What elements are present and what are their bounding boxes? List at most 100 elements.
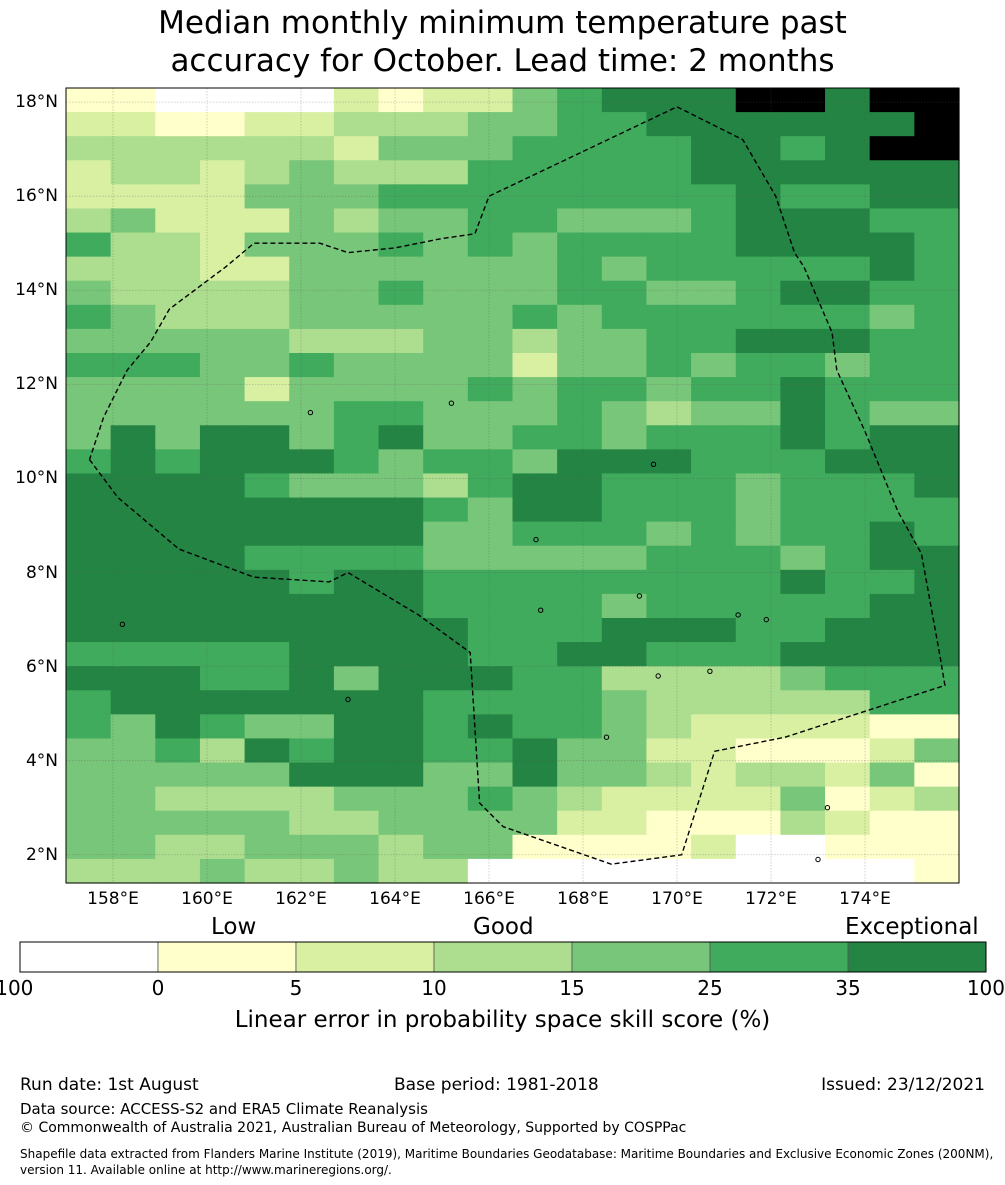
skill-cell [914,593,960,619]
latitude-label: 4°N [25,750,58,771]
skill-cell [333,328,380,354]
skill-cell [601,714,648,740]
skill-cell [289,401,335,426]
skill-cell [289,304,335,330]
colorbar-frame [19,941,987,973]
skill-cell [66,353,112,378]
skill-cell [825,449,871,475]
colorbar-segment [157,941,297,973]
skill-cell [155,762,201,788]
skill-cell [825,810,871,836]
skill-cell [423,593,469,619]
skill-cell [110,834,156,860]
island-outline [650,461,657,467]
skill-cell [378,256,424,282]
skill-cell [423,256,469,282]
skill-cell [691,618,737,643]
skill-cell [289,738,335,764]
skill-cell [199,834,246,860]
skill-cell [512,449,558,475]
skill-cell [378,521,424,547]
skill-cell [110,208,156,234]
skill-cell [333,497,380,523]
skill-cell [378,449,424,475]
skill-cell [646,714,692,740]
skill-cell [914,786,960,812]
skill-cell [155,88,201,113]
skill-cell [914,618,960,643]
skill-cell [512,328,558,354]
longitude-label: 160°E [181,889,233,909]
title-line-1: Median monthly minimum temperature past [158,5,847,41]
skill-cell [914,714,960,740]
skill-cell [199,353,246,378]
skill-cell [646,690,692,715]
skill-cell [691,353,737,378]
skill-cell [155,642,201,667]
skill-cell [244,425,290,450]
skill-cell [691,834,737,860]
skill-cell [467,497,514,523]
skill-cell [691,449,737,475]
skill-cell [691,232,737,258]
skill-cell [155,112,201,137]
skill-cell [780,738,826,764]
skill-cell [512,786,558,812]
latitude-label: 16°N [15,186,58,207]
skill-cell [378,136,424,161]
skill-cell [646,88,692,113]
skill-cell [423,473,469,499]
skill-cell [646,834,692,860]
skill-cell [199,208,246,234]
skill-cell [691,545,737,571]
skill-cell [735,497,781,523]
skill-cell [378,160,424,185]
skill-cell [378,377,424,402]
skill-cell [646,160,692,185]
category-good: Good [473,914,534,940]
skill-cell [333,136,380,161]
skill-cell [646,810,692,836]
skill-cell [691,858,737,884]
skill-cell [691,762,737,788]
skill-cell [423,642,469,667]
skill-cell [467,834,514,860]
skill-cell [914,160,960,185]
skill-cell [825,208,871,234]
skill-cell [110,112,156,137]
skill-cell [869,112,915,137]
skill-cell [825,593,871,619]
skill-cell [110,642,156,667]
skill-cell [155,834,201,860]
skill-cell [66,762,112,788]
skill-cell [646,136,692,161]
skill-cell [423,786,469,812]
skill-cell [378,593,424,619]
skill-cell [289,88,335,113]
skill-cell [735,449,781,475]
skill-cell [869,184,915,210]
skill-cell [423,401,469,426]
colorbar-tick-label: 25 [697,976,723,1000]
skill-cell [423,834,469,860]
skill-cell [244,208,290,234]
category-low: Low [211,914,257,940]
skill-cell [378,304,424,330]
skill-cell [914,834,960,860]
skill-cell [557,449,603,475]
skill-cell [333,280,380,306]
skill-cell [378,810,424,836]
skill-cell [110,256,156,282]
skill-cell [289,449,335,475]
skill-cell [557,521,603,547]
skill-cell [646,738,692,764]
skill-cell [423,328,469,354]
skill-cell [333,353,380,378]
skill-cell [869,449,915,475]
skill-cell [289,834,335,860]
skill-cell [914,690,960,715]
skill-cell [66,738,112,764]
skill-cell [914,304,960,330]
skill-cell [467,690,514,715]
skill-cell [289,762,335,788]
